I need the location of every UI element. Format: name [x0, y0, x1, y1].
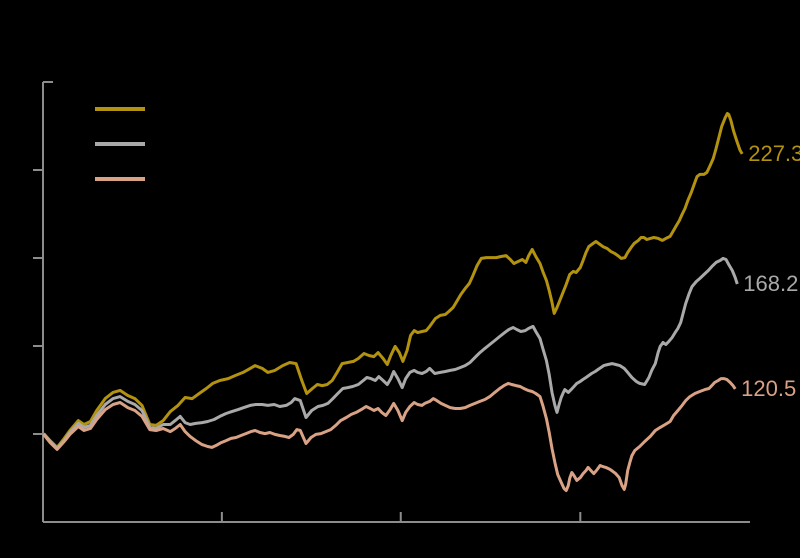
end-value-label-tan: 120.5 — [741, 375, 797, 401]
end-value-label-gold: 227.3 — [748, 140, 800, 166]
gray-series-line — [42, 256, 739, 450]
legend-swatch-tan — [95, 177, 145, 181]
series-lines — [42, 112, 744, 492]
legend-swatch-gray — [95, 142, 145, 146]
legend-swatch-gold — [95, 107, 145, 111]
end-value-label-gray: 168.2 — [743, 270, 799, 296]
tan-series-line — [42, 377, 737, 492]
gold-series-line — [42, 112, 744, 449]
axes — [33, 81, 750, 523]
